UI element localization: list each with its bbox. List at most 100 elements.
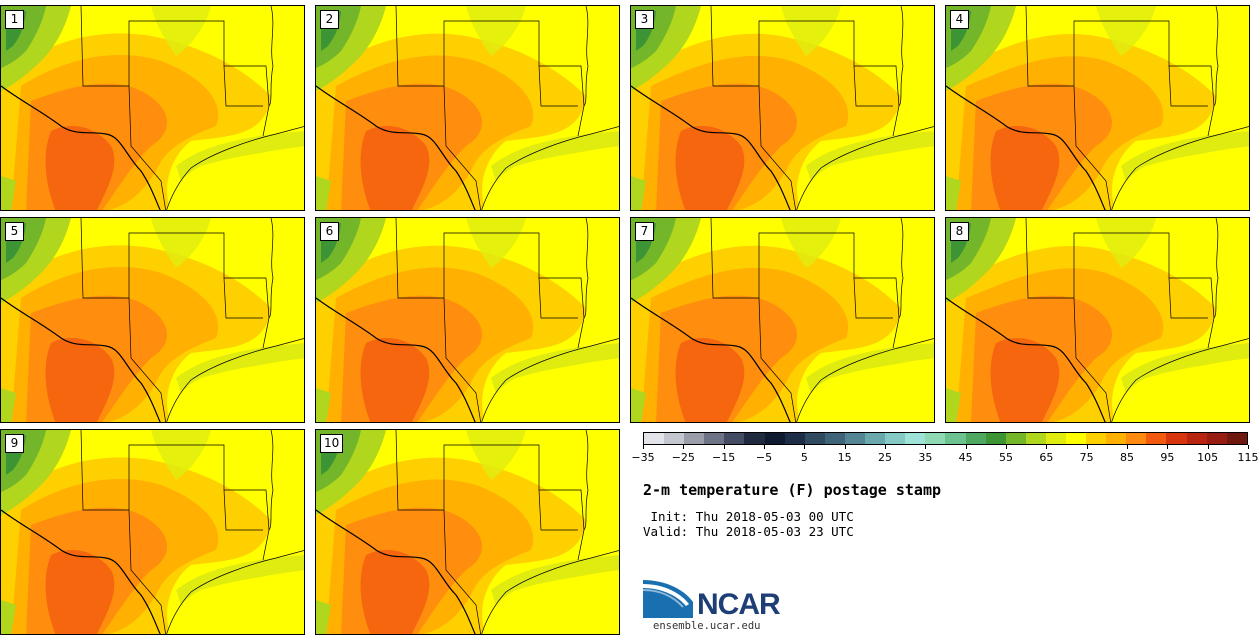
- colorbar-tick-label: −5: [755, 451, 773, 464]
- colorbar-tick-label: 95: [1160, 451, 1175, 464]
- colorbar-cell: [664, 433, 685, 444]
- init-label: Init:: [643, 509, 689, 524]
- colorbar-tick: [643, 445, 644, 449]
- panel-number: 4: [950, 10, 969, 29]
- stamp-panel-8[interactable]: 8: [945, 217, 1250, 423]
- temperature-map: [1, 6, 304, 210]
- panel-number: 9: [5, 434, 24, 453]
- colorbar-cell: [724, 433, 745, 444]
- colorbar-cell: [865, 433, 886, 444]
- temperature-colorbar: [643, 432, 1248, 445]
- colorbar-tick-label: 75: [1079, 451, 1094, 464]
- colorbar-tick: [1046, 445, 1048, 449]
- colorbar-tick-label: 65: [1039, 451, 1054, 464]
- stamp-panel-4[interactable]: 4: [945, 5, 1250, 211]
- colorbar-tick-label: −15: [712, 451, 736, 464]
- panel-number: 3: [635, 10, 654, 29]
- colorbar-cell: [784, 433, 805, 444]
- colorbar-cell: [945, 433, 966, 444]
- valid-label: Valid:: [643, 524, 689, 539]
- ncar-wordmark: NCAR: [697, 588, 781, 621]
- colorbar-cell: [1166, 433, 1187, 444]
- colorbar-cell: [844, 433, 866, 444]
- colorbar-cell: [704, 433, 725, 444]
- colorbar-cell: [925, 433, 946, 444]
- valid-line: Valid: Thu 2018-05-03 23 UTC: [643, 524, 854, 539]
- colorbar-cell: [1186, 433, 1207, 444]
- temperature-map: [946, 6, 1249, 210]
- plot-title: 2-m temperature (F) postage stamp: [643, 481, 942, 499]
- colorbar-cell: [965, 433, 986, 444]
- temperature-map: [316, 430, 619, 634]
- colorbar-cell: [1106, 433, 1127, 444]
- stamp-panel-6[interactable]: 6: [315, 217, 620, 423]
- colorbar-cell: [764, 433, 785, 444]
- panel-number: 2: [320, 10, 339, 29]
- panel-number: 10: [320, 434, 344, 453]
- colorbar-cell: [1025, 433, 1046, 444]
- colorbar-tick-label: 115: [1237, 451, 1259, 464]
- colorbar-cell: [1146, 433, 1167, 444]
- temperature-map: [1, 430, 304, 634]
- stamp-panel-7[interactable]: 7: [630, 217, 935, 423]
- init-value: Thu 2018-05-03 00 UTC: [695, 509, 854, 524]
- colorbar-tick: [804, 445, 806, 449]
- colorbar-tick: [1207, 445, 1209, 449]
- temperature-map: [946, 218, 1249, 422]
- stamp-panel-2[interactable]: 2: [315, 5, 620, 211]
- colorbar-tick-label: 105: [1197, 451, 1219, 464]
- logo-url[interactable]: ensemble.ucar.edu: [653, 620, 761, 632]
- colorbar-tick: [925, 445, 927, 449]
- panel-number: 8: [950, 222, 969, 241]
- colorbar-cell: [1005, 433, 1026, 444]
- colorbar-cell: [1206, 433, 1227, 444]
- colorbar-tick: [1006, 445, 1007, 449]
- ncar-logo-icon[interactable]: [643, 578, 803, 623]
- panel-number: 1: [5, 10, 24, 29]
- stamp-panel-3[interactable]: 3: [630, 5, 935, 211]
- stamp-panel-9[interactable]: 9: [0, 429, 305, 635]
- colorbar-tick: [1248, 445, 1249, 449]
- colorbar-cell: [1086, 433, 1107, 444]
- colorbar-tick: [1167, 445, 1169, 449]
- colorbar-tick: [723, 445, 725, 449]
- temperature-map: [631, 218, 934, 422]
- colorbar-tick-label: 35: [918, 451, 933, 464]
- stamp-panel-1[interactable]: 1: [0, 5, 305, 211]
- panel-number: 5: [5, 222, 24, 241]
- temperature-map: [631, 6, 934, 210]
- panel-number: 7: [635, 222, 654, 241]
- valid-value: Thu 2018-05-03 23 UTC: [695, 524, 854, 539]
- stamp-panel-5[interactable]: 5: [0, 217, 305, 423]
- colorbar-tick: [1127, 445, 1128, 449]
- colorbar-cell: [644, 433, 665, 444]
- colorbar-cell: [985, 433, 1006, 444]
- colorbar-tick: [965, 445, 967, 449]
- colorbar-tick: [683, 445, 685, 449]
- colorbar-tick: [1086, 445, 1088, 449]
- colorbar-cell: [1065, 433, 1087, 444]
- colorbar-tick-label: 25: [878, 451, 892, 464]
- temperature-map: [316, 6, 619, 210]
- stamp-panel-10[interactable]: 10: [315, 429, 620, 635]
- colorbar-tick-label: −35: [631, 451, 655, 464]
- colorbar-cell: [824, 433, 845, 444]
- colorbar-tick: [764, 445, 765, 449]
- colorbar-tick: [885, 445, 886, 449]
- colorbar-cell: [1045, 433, 1066, 444]
- colorbar-tick-label: 55: [999, 451, 1013, 464]
- colorbar-cell: [684, 433, 705, 444]
- colorbar-cell: [804, 433, 825, 444]
- temperature-map: [1, 218, 304, 422]
- colorbar-ticks: −35 −25 −15 −5 5 15 25 35 45 55 65 75 85 95 105 115: [631, 445, 1259, 465]
- temperature-map: [316, 218, 619, 422]
- colorbar-tick-label: 45: [958, 451, 973, 464]
- colorbar-tick-label: 15: [837, 451, 852, 464]
- colorbar-cell: [885, 433, 906, 444]
- colorbar-cell: [905, 433, 926, 444]
- colorbar-tick-label: 85: [1120, 451, 1134, 464]
- colorbar-cell: [1126, 433, 1147, 444]
- init-line: Init: Thu 2018-05-03 00 UTC: [643, 509, 854, 524]
- colorbar-tick-label: −25: [671, 451, 695, 464]
- panel-number: 6: [320, 222, 339, 241]
